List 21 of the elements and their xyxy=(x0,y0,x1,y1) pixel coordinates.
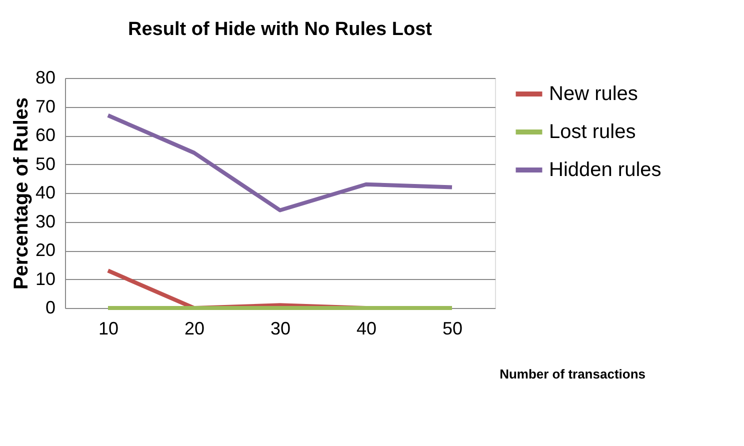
x-tick-label: 30 xyxy=(270,318,291,338)
legend-label: New rules xyxy=(549,83,638,105)
legend-label: Lost rules xyxy=(549,121,636,143)
x-tick-label: 50 xyxy=(442,318,463,338)
x-tick-label: 20 xyxy=(184,318,205,338)
line-series xyxy=(106,113,454,212)
y-tick-label: 30 xyxy=(35,211,56,232)
y-tick-label: 20 xyxy=(35,240,56,260)
y-tick-label: 40 xyxy=(35,182,56,202)
chart-title: Result of Hide with No Rules Lost xyxy=(128,19,433,40)
y-tick-label: 50 xyxy=(35,154,56,174)
y-tick-label: 70 xyxy=(35,96,56,116)
y-tick-label: 60 xyxy=(35,125,56,145)
y-tick-label: 80 xyxy=(35,68,56,88)
x-axis-title: Number of transactions xyxy=(500,366,646,382)
x-tick-label: 10 xyxy=(98,318,119,338)
y-axis-title: Percentage of Rules xyxy=(10,97,32,290)
y-tick-label: 0 xyxy=(45,298,56,318)
legend-label: Hidden rules xyxy=(549,159,662,181)
y-tick-label: 10 xyxy=(35,268,56,289)
x-tick-label: 40 xyxy=(356,318,377,338)
